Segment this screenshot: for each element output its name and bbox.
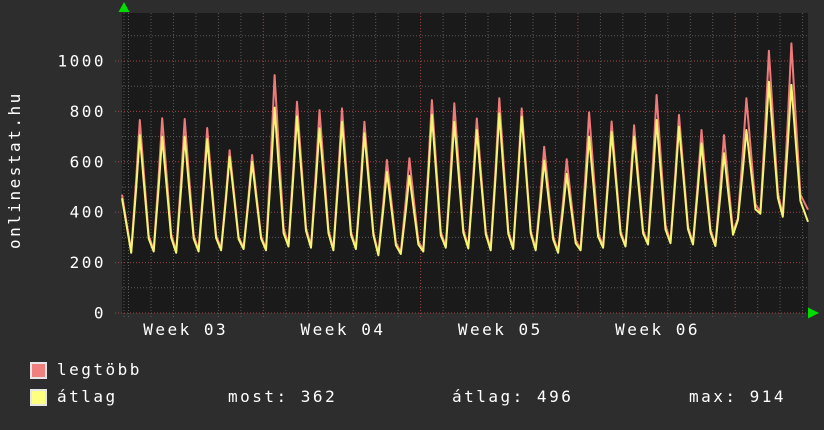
y-axis-arrow-icon: [118, 2, 130, 12]
legend-label-atlag: átlag: [57, 387, 118, 406]
legend-swatch-atlag: [30, 389, 47, 406]
y-axis-label: 600: [70, 152, 106, 171]
x-axis-label: Week 06: [615, 320, 700, 339]
y-axis-label: 800: [70, 102, 106, 121]
stat-atlag: átlag: 496: [452, 387, 574, 406]
plot-background: [122, 13, 808, 313]
x-axis-label: Week 05: [458, 320, 543, 339]
x-axis-arrow-icon: [808, 307, 819, 319]
stat-most: most: 362: [228, 387, 338, 406]
x-axis-label: Week 03: [143, 320, 228, 339]
series-atlag-line: [121, 80, 809, 257]
x-axis-label: Week 04: [301, 320, 386, 339]
legend-label-legtobb: legtöbb: [57, 360, 142, 379]
y-axis-label: 1000: [57, 52, 106, 71]
y-axis-label: 200: [70, 253, 106, 272]
y-axis-label: 0: [94, 304, 106, 323]
legend-swatch-legtobb: [30, 362, 47, 379]
y-axis-label: 400: [70, 203, 106, 222]
stat-max: max: 914: [689, 387, 787, 406]
